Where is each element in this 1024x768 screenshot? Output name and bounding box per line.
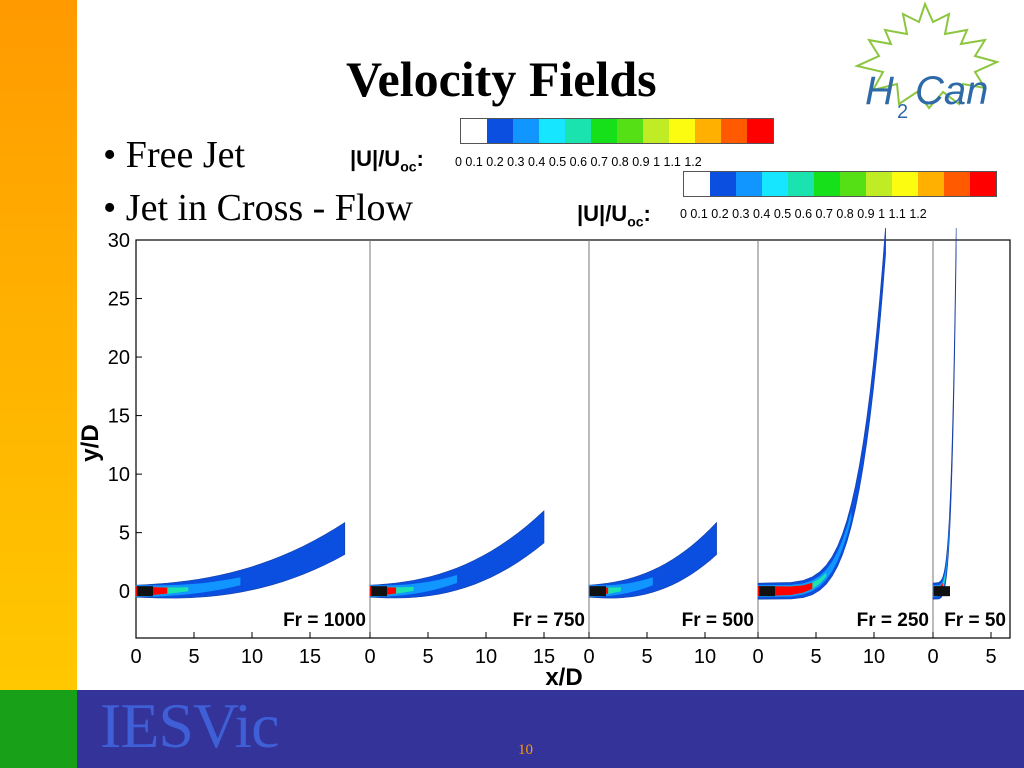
page-number: 10 <box>518 742 533 758</box>
y-tick-label: 30 <box>108 230 130 252</box>
colorbar-cells <box>460 118 774 144</box>
plume-outer <box>932 228 957 600</box>
colorbar-swatch <box>591 119 617 143</box>
x-tick-label: 10 <box>694 646 716 668</box>
sidebar-orange-bar <box>0 0 77 690</box>
colorbar-swatch <box>944 172 970 196</box>
footer-logo: IESVic <box>100 690 280 761</box>
colorbar-ticks: 0 0.1 0.2 0.3 0.4 0.5 0.6 0.7 0.8 0.9 1 … <box>680 207 927 221</box>
colorbar-swatch <box>866 172 892 196</box>
y-tick-label: 10 <box>108 464 130 486</box>
x-tick-label: 10 <box>475 646 497 668</box>
colorbar-swatch <box>487 119 513 143</box>
x-tick-label: 5 <box>188 646 199 668</box>
maple-leaf-outline <box>853 1 1000 110</box>
y-tick-label: 0 <box>119 581 130 603</box>
y-tick-label: 5 <box>119 523 130 545</box>
colorbar-swatch <box>840 172 866 196</box>
panel-label: Fr = 750 <box>513 610 585 631</box>
colorbar-swatch <box>695 119 721 143</box>
panel-label: Fr = 1000 <box>283 610 366 631</box>
x-tick-label: 5 <box>810 646 821 668</box>
plume-nozzle <box>371 586 387 597</box>
plume-nozzle <box>590 586 606 597</box>
y-tick-label: 20 <box>108 347 130 369</box>
colorbar-swatch <box>788 172 814 196</box>
plume-nozzle <box>137 586 153 597</box>
x-tick-label: 0 <box>927 646 938 668</box>
logo-h-letter: H <box>865 69 894 113</box>
colorbar-cells <box>683 171 997 197</box>
colorbar-label: |U|/Uoc: <box>577 201 651 230</box>
colorbar-free-jet <box>460 118 774 144</box>
colorbar-swatch <box>762 172 788 196</box>
x-tick-label: 10 <box>863 646 885 668</box>
logo-subscript-2: 2 <box>897 101 908 120</box>
panel-label: Fr = 50 <box>944 610 1006 631</box>
h2can-logo: H 2 Can <box>853 1 1000 120</box>
colorbar-swatch <box>684 172 710 196</box>
plume-band <box>758 510 852 598</box>
colorbar-swatch <box>736 172 762 196</box>
x-tick-label: 15 <box>533 646 555 668</box>
bullet-free-jet: • Free Jet <box>103 134 246 176</box>
y-axis-label: y/D <box>78 424 104 461</box>
bullet-jet-cross-flow: • Jet in Cross - Flow <box>103 187 413 229</box>
x-tick-label: 0 <box>583 646 594 668</box>
colorbar-jet-cross-flow <box>683 171 997 197</box>
logo-can-text: Can <box>915 69 988 113</box>
colorbar-swatch <box>669 119 695 143</box>
y-tick-label: 25 <box>108 289 130 311</box>
colorbar-swatch <box>747 119 773 143</box>
x-tick-label: 0 <box>130 646 141 668</box>
colorbar-swatch <box>565 119 591 143</box>
plume-nozzle <box>759 586 775 597</box>
plume-nozzle <box>934 586 950 597</box>
panel-label: Fr = 500 <box>682 610 754 631</box>
x-tick-label: 15 <box>299 646 321 668</box>
colorbar-swatch <box>461 119 487 143</box>
x-tick-label: 5 <box>985 646 996 668</box>
colorbar-swatch <box>970 172 996 196</box>
x-tick-label: 10 <box>241 646 263 668</box>
slide-title: Velocity Fields <box>346 51 657 107</box>
colorbar-swatch <box>918 172 944 196</box>
x-axis-label: x/D <box>545 664 582 690</box>
colorbar-swatch <box>892 172 918 196</box>
y-tick-label: 15 <box>108 406 130 428</box>
colorbar-swatch <box>643 119 669 143</box>
colorbar-swatch <box>814 172 840 196</box>
colorbar-swatch <box>617 119 643 143</box>
colorbar-label: |U|/Uoc: <box>350 146 424 175</box>
colorbar-swatch <box>539 119 565 143</box>
colorbar-ticks: 0 0.1 0.2 0.3 0.4 0.5 0.6 0.7 0.8 0.9 1 … <box>455 155 702 169</box>
footer-bar <box>77 690 1024 768</box>
colorbar-swatch <box>513 119 539 143</box>
plume-outer <box>757 228 886 600</box>
x-tick-label: 0 <box>364 646 375 668</box>
plume-band <box>933 510 950 598</box>
x-tick-label: 5 <box>422 646 433 668</box>
colorbar-swatch <box>710 172 736 196</box>
panel-label: Fr = 250 <box>857 610 929 631</box>
x-tick-label: 0 <box>752 646 763 668</box>
sidebar-green-block <box>0 690 77 768</box>
colorbar-swatch <box>721 119 747 143</box>
x-tick-label: 5 <box>641 646 652 668</box>
